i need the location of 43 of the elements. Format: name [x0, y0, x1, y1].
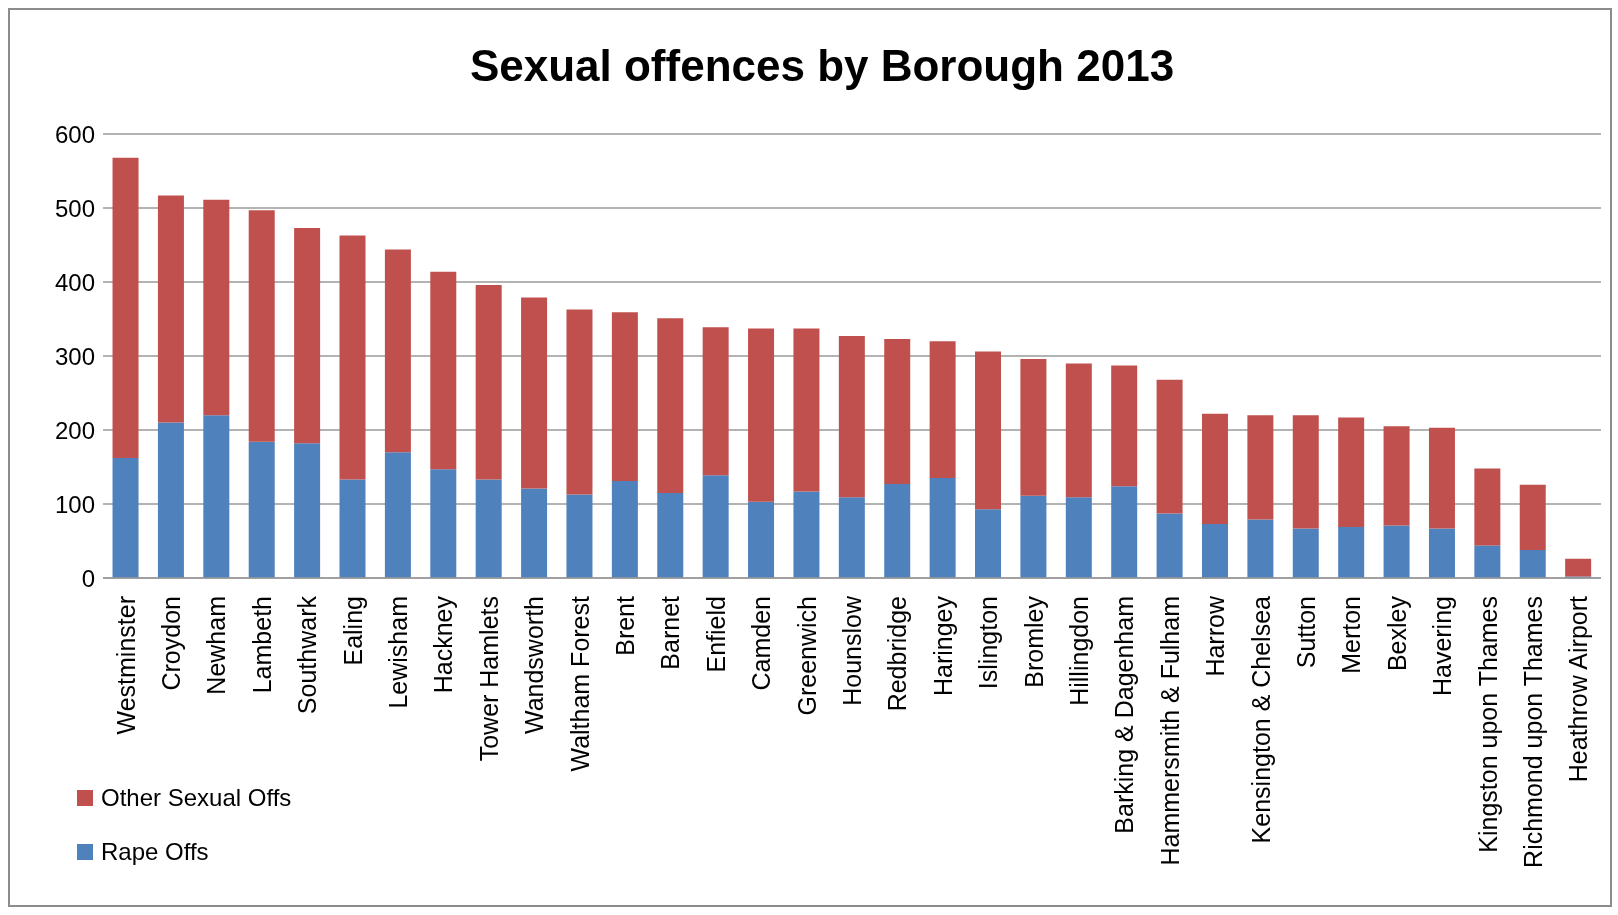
x-tick-label: Waltham Forest — [565, 595, 594, 772]
x-tick-label: Hackney — [429, 595, 458, 694]
x-tick-label: Bexley — [1382, 595, 1411, 672]
x-tick-label: Kingston upon Thames — [1473, 596, 1502, 853]
legend-label: Other Sexual Offs — [101, 784, 292, 812]
y-tick-label: 500 — [54, 194, 95, 222]
x-tick-label: Heathrow Airport — [1564, 595, 1593, 783]
x-tick-label: Merton — [1337, 596, 1366, 674]
legend-label: Rape Offs — [101, 838, 209, 866]
x-tick-label: Greenwich — [792, 596, 821, 716]
x-tick-label: Islington — [974, 596, 1003, 690]
x-tick-label: Redbridge — [883, 596, 912, 712]
x-tick-label: Bromley — [1019, 595, 1048, 688]
x-tick-label: Kensington & Chelsea — [1246, 595, 1275, 844]
y-tick-label: 600 — [54, 120, 95, 148]
x-tick-label: Newham — [202, 596, 231, 695]
y-tick-label: 0 — [81, 564, 95, 592]
x-tick-label: Hillingdon — [1064, 596, 1093, 706]
x-tick-label: Southwark — [293, 595, 322, 715]
x-tick-label: Harrow — [1201, 595, 1230, 677]
x-tick-label: Camden — [747, 596, 776, 691]
x-tick-label: Sutton — [1291, 596, 1320, 669]
x-tick-label: Hammersmith & Fulham — [1155, 596, 1184, 866]
x-tick-label: Westminster — [111, 596, 140, 735]
x-tick-label: Croydon — [157, 596, 186, 691]
x-tick-label: Tower Hamlets — [474, 596, 503, 762]
y-tick-label: 200 — [54, 416, 95, 444]
x-tick-label: Barnet — [656, 595, 685, 670]
x-tick-label: Richmond upon Thames — [1518, 596, 1547, 868]
x-tick-label: Havering — [1428, 596, 1457, 697]
x-tick-label: Enfield — [701, 596, 730, 673]
chart-title: Sexual offences by Borough 2013 — [468, 40, 1176, 92]
x-tick-label: Lambeth — [247, 596, 276, 694]
x-tick-label: Haringey — [928, 595, 957, 697]
x-tick-label: Hounslow — [838, 595, 866, 706]
y-tick-label: 100 — [54, 490, 95, 518]
x-tick-label: Wandsworth — [520, 596, 549, 735]
y-tick-label: 400 — [54, 268, 95, 296]
x-tick-label: Ealing — [338, 596, 367, 666]
x-tick-label: Brent — [611, 595, 640, 656]
y-tick-label: 300 — [54, 342, 95, 370]
x-tick-label: Barking & Dagenham — [1110, 596, 1139, 834]
x-tick-label: Lewisham — [384, 596, 413, 709]
